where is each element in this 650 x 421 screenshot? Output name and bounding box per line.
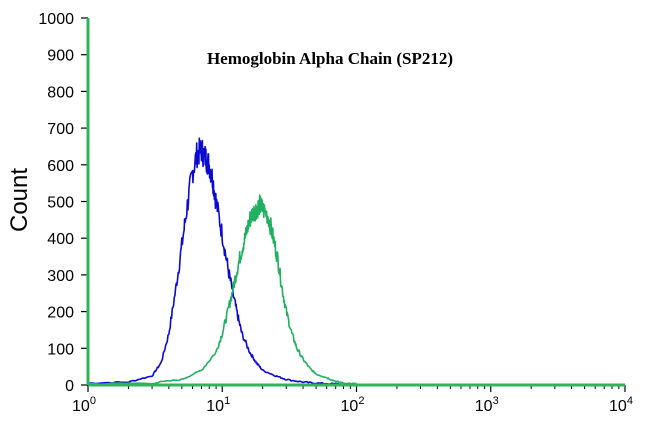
y-tick-label: 0 xyxy=(65,378,74,395)
x-tick-exponent: 0 xyxy=(90,395,96,407)
y-tick-label: 400 xyxy=(47,231,74,248)
series-line-2 xyxy=(87,194,357,386)
x-tick-exponent: 1 xyxy=(224,395,230,407)
y-tick-label: 700 xyxy=(47,121,74,138)
x-tick-label: 102 xyxy=(341,395,365,415)
x-tick-base: 10 xyxy=(206,398,224,415)
x-tick-exponent: 3 xyxy=(493,395,499,407)
y-tick-label: 300 xyxy=(47,268,74,285)
y-axis-label: Count xyxy=(6,168,33,232)
y-tick-label: 600 xyxy=(47,158,74,175)
x-tick-base: 10 xyxy=(72,398,90,415)
y-tick-label: 1000 xyxy=(38,11,74,28)
x-tick-base: 10 xyxy=(475,398,493,415)
y-tick-label: 500 xyxy=(47,195,74,212)
x-tick-base: 10 xyxy=(341,398,359,415)
y-tick-label: 900 xyxy=(47,48,74,65)
x-tick-label: 103 xyxy=(475,395,499,415)
x-tick-label: 104 xyxy=(609,395,633,415)
x-tick-label: 101 xyxy=(206,395,230,415)
x-axis-ticks: 100 101 102 103 104 xyxy=(72,385,633,415)
x-tick-base: 10 xyxy=(609,398,627,415)
y-tick-label: 200 xyxy=(47,305,74,322)
y-tick-label: 800 xyxy=(47,84,74,101)
axes xyxy=(86,18,625,387)
series-line-1 xyxy=(87,137,357,386)
y-tick-label: 100 xyxy=(47,341,74,358)
chart-title: Hemoglobin Alpha Chain (SP212) xyxy=(207,49,453,68)
x-tick-exponent: 4 xyxy=(627,395,633,407)
x-tick-label: 100 xyxy=(72,395,96,415)
x-tick-exponent: 2 xyxy=(358,395,364,407)
histogram-series xyxy=(87,137,357,386)
y-axis-ticks: 0 100 200 300 400 500 600 700 800 900 1000 xyxy=(38,11,88,395)
